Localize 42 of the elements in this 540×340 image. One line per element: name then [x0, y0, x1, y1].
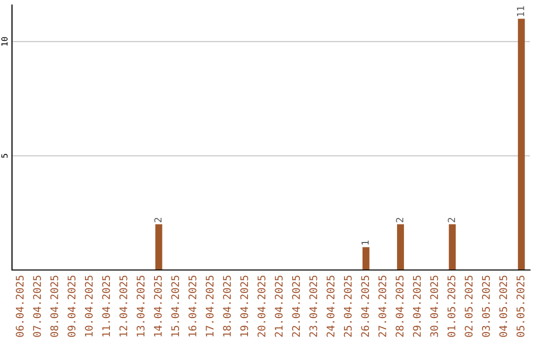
x-tick-label: 06.04.2025 — [16, 276, 24, 337]
x-tick-label: 04.05.2025 — [499, 276, 508, 337]
x-tick-label: 05.05.2025 — [516, 276, 524, 337]
bar — [397, 224, 404, 270]
x-tick-label: 25.04.2025 — [344, 276, 352, 337]
x-tick-label: 28.04.2025 — [396, 276, 404, 337]
y-tick-label: 10 — [1, 37, 8, 46]
x-tick-label: 27.04.2025 — [378, 276, 386, 337]
bar — [155, 224, 162, 270]
x-tick-label: 19.04.2025 — [240, 276, 248, 336]
data-label: 1 — [362, 240, 369, 245]
x-tick-label: 22.04.2025 — [292, 276, 300, 337]
x-tick-label: 03.05.2025 — [482, 276, 490, 337]
x-tick-label: 26.04.2025 — [361, 276, 370, 337]
x-tick-label: 29.04.2025 — [412, 276, 421, 337]
x-tick-label: 21.04.2025 — [274, 276, 283, 337]
x-tick-label: 18.04.2025 — [223, 276, 231, 336]
y-tick-label: 5 — [1, 154, 8, 158]
x-tick-label: 11.04.2025 — [102, 276, 110, 336]
x-tick-label: 02.05.2025 — [464, 276, 473, 337]
x-tick-label: 07.04.2025 — [33, 276, 41, 337]
x-tick-label: 10.04.2025 — [84, 276, 93, 336]
x-tick-label: 24.04.2025 — [326, 276, 334, 337]
x-tick-label: 08.04.2025 — [50, 276, 58, 337]
bar — [518, 18, 525, 270]
data-label: 11 — [516, 6, 524, 16]
x-tick-label: 13.04.2025 — [136, 276, 145, 336]
bar — [362, 247, 370, 270]
bar — [448, 224, 456, 270]
x-tick-label: 30.04.2025 — [430, 276, 438, 337]
x-tick-label: 01.05.2025 — [447, 276, 456, 337]
data-label: 2 — [154, 218, 162, 222]
x-tick-label: 20.04.2025 — [258, 276, 266, 337]
data-label: 2 — [448, 218, 456, 222]
x-tick-label: 09.04.2025 — [68, 276, 76, 337]
x-tick-label: 14.04.2025 — [154, 276, 162, 336]
x-tick-label: 17.04.2025 — [206, 276, 214, 336]
x-tick-label: 23.04.2025 — [309, 276, 318, 337]
x-tick-label: 12.04.2025 — [119, 276, 128, 336]
data-label: 2 — [396, 218, 404, 222]
x-tick-label: 15.04.2025 — [171, 276, 180, 336]
x-tick-label: 16.04.2025 — [188, 276, 196, 336]
